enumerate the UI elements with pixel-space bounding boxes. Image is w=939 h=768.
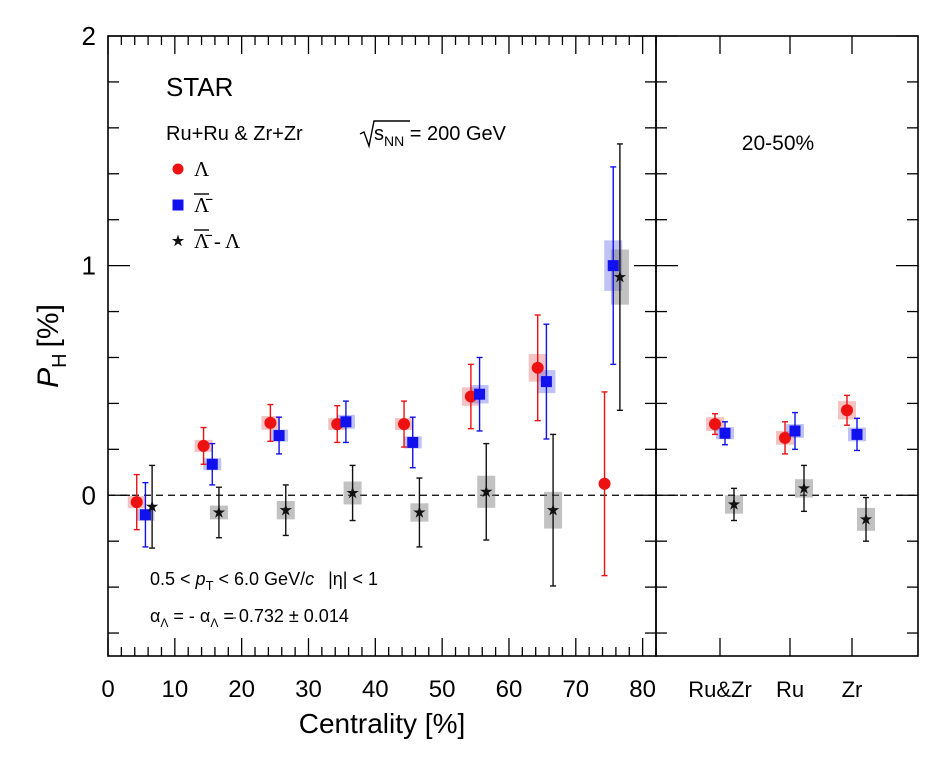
category-label: Ru	[776, 677, 804, 702]
lambda-point	[398, 418, 411, 431]
lambda-point	[130, 496, 143, 509]
antilambda-point	[474, 388, 486, 400]
antilambda-point	[340, 416, 352, 428]
legend-difference-marker	[171, 234, 185, 247]
x-tick-label: 70	[562, 676, 589, 703]
lambda-point	[197, 439, 210, 452]
lambda-point	[331, 418, 344, 431]
pt-symbol: p	[195, 569, 206, 589]
lambda-point	[709, 418, 721, 431]
kinematic-cuts-label: 0.5 < pT < 6.0 GeV/c |η| < 1	[150, 569, 378, 593]
pt-cut-left: 0.5 <	[150, 569, 196, 589]
x-tick-label: 30	[295, 676, 322, 703]
difference-point	[859, 512, 873, 525]
y-tick-label: 0	[82, 480, 96, 510]
alpha-antilambda-sub: Λ	[210, 616, 218, 630]
lambda-point	[264, 416, 277, 429]
x-tick-label: 20	[228, 676, 255, 703]
difference-point	[413, 505, 426, 518]
lambda-point	[598, 477, 611, 490]
difference-point	[480, 485, 493, 498]
experiment-label: STAR	[166, 72, 233, 102]
legend: Λ Λ̄ Λ̄ - Λ	[171, 157, 241, 253]
svg-text:sNN = 200 GeV: sNN = 200 GeV	[374, 123, 507, 149]
alpha-mid: = - α	[168, 606, 210, 626]
energy-label: sNN = 200 GeV	[359, 120, 507, 149]
x-tick-label: 60	[496, 676, 523, 703]
difference-point	[613, 270, 627, 283]
antilambda-point	[206, 458, 218, 470]
lambda-point	[841, 404, 853, 417]
category-label: Ru&Zr	[688, 677, 752, 702]
difference-point	[546, 503, 560, 516]
lambda-point	[464, 390, 477, 403]
antilambda-point	[851, 428, 863, 440]
antilambda-point	[139, 509, 151, 521]
difference-point	[279, 503, 292, 516]
statistical-error-bars	[133, 143, 869, 587]
y-axis-title-symbol: P	[32, 368, 65, 388]
legend-lambda-marker	[172, 163, 184, 175]
lambda-point	[779, 431, 791, 444]
eta-cut: |η| < 1	[328, 569, 378, 589]
y-axis-title-sub: H	[49, 353, 71, 367]
x-tick-label: 50	[429, 676, 456, 703]
data-markers	[130, 260, 873, 525]
x-tick-label: 80	[629, 676, 656, 703]
energy-value: = 200 GeV	[404, 123, 506, 145]
difference-point	[727, 497, 741, 510]
y-axis-title-unit: [%]	[32, 304, 65, 347]
legend-star-shape	[171, 234, 185, 247]
system-label: Ru+Ru & Zr+Zr	[166, 123, 303, 145]
x-axis-title: Centrality [%]	[299, 708, 466, 739]
y-axis-title: PH [%]	[32, 304, 71, 388]
lambda-point	[531, 361, 544, 374]
category-label: Zr	[842, 677, 863, 702]
y-tick-label: 1	[82, 251, 96, 281]
systematic-error-boxes	[127, 240, 875, 531]
alpha-lambda-symbol: α	[150, 606, 160, 626]
antilambda-point	[540, 376, 552, 388]
right-plot-frame	[655, 35, 919, 657]
alpha-label: αΛ = - αΛ = 0.732 ± 0.014	[150, 606, 349, 630]
alpha-lambda-sub: Λ	[160, 616, 168, 630]
alpha-value: = 0.732 ± 0.014	[218, 606, 348, 626]
difference-point	[212, 505, 226, 518]
x-tick-label: 0	[101, 676, 114, 703]
axis-ticks	[107, 35, 918, 656]
y-tick-label: 2	[82, 21, 96, 51]
antilambda-point	[789, 425, 801, 437]
antilambda-point	[719, 427, 731, 439]
svg-text:PH[%]: PH [%]	[32, 304, 71, 388]
energy-root-symbol: s	[374, 123, 384, 145]
x-tick-label: 10	[161, 676, 188, 703]
antilambda-point	[607, 260, 619, 272]
pt-sub: T	[206, 578, 214, 593]
energy-root-sub: NN	[384, 133, 404, 149]
difference-point	[145, 500, 159, 512]
legend-antilambda-marker	[172, 199, 184, 211]
legend-difference-label: Λ̄ - Λ	[194, 229, 241, 253]
difference-point	[346, 486, 359, 499]
pt-cut-mid: < 6.0 GeV/	[214, 569, 306, 589]
antilambda-point	[273, 430, 285, 442]
legend-antilambda-label: Λ̄	[194, 193, 213, 217]
pt-cut-c: c	[305, 569, 314, 589]
sqrt-radical	[359, 120, 410, 149]
x-tick-label: 40	[362, 676, 389, 703]
difference-point	[797, 481, 811, 494]
antilambda-point	[407, 436, 419, 448]
right-panel-title: 20-50%	[742, 132, 814, 155]
legend-lambda-label: Λ	[194, 157, 210, 181]
